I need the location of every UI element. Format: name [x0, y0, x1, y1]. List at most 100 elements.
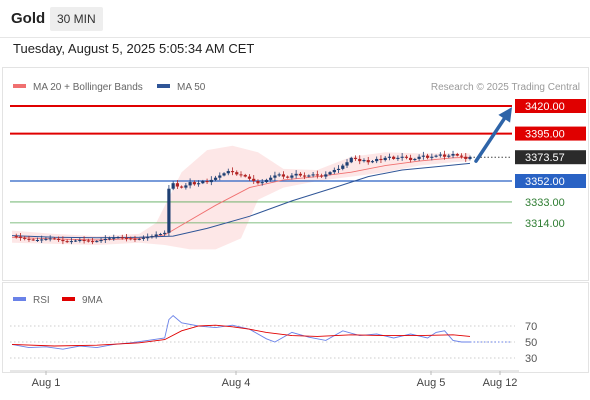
candle-45: [201, 179, 205, 185]
level-label-3: 3333.00: [525, 197, 565, 209]
candle-67: [294, 170, 298, 179]
candle-38: [171, 181, 175, 191]
candle-25: [116, 236, 120, 239]
candle-91: [396, 155, 400, 161]
rsi-ma-line: [11, 324, 471, 347]
candle-body: [146, 237, 150, 239]
candle-55: [243, 173, 247, 178]
level-label-box: [515, 99, 586, 113]
legend-item-0: MA 20 + Bollinger Bands: [13, 82, 143, 93]
candle-body: [18, 236, 23, 238]
rsi-tick-label: 70: [525, 321, 537, 333]
candle-93: [404, 154, 408, 160]
candle-body: [218, 175, 222, 178]
candle-52: [230, 167, 235, 176]
candle-61: [269, 175, 273, 182]
rsi-tick-label: 30: [525, 353, 537, 365]
candle-9: [48, 235, 52, 242]
level-label-0: 3420.00: [515, 99, 586, 113]
candle-body: [341, 165, 345, 169]
candle-13: [65, 239, 69, 244]
time-tick-label: Aug 1: [32, 377, 61, 389]
bollinger-band-area: [12, 145, 470, 250]
candle-body: [358, 158, 362, 162]
candle-33: [150, 234, 154, 239]
candle-body: [235, 172, 239, 175]
level-label-text: 3333.00: [525, 197, 565, 209]
candle-22: [103, 235, 107, 244]
candle-body: [370, 161, 375, 163]
candle-body: [315, 174, 319, 176]
last-price-text: 3373.57: [525, 152, 565, 164]
price-levels: [10, 105, 512, 224]
bollinger-bands: [12, 145, 470, 250]
candle-6: [35, 237, 40, 242]
candle-body: [328, 172, 332, 175]
candle-body: [400, 156, 404, 158]
candle-23: [107, 236, 112, 241]
candle-body: [409, 157, 413, 161]
candle-body: [90, 241, 95, 243]
time-tick-label: Aug 4: [222, 377, 251, 389]
candle-body: [252, 178, 256, 181]
candle-35: [158, 232, 163, 236]
forecast-arrow: [474, 107, 512, 163]
candle-body: [78, 240, 82, 242]
candle-body: [447, 155, 451, 157]
candle-body: [277, 174, 281, 176]
candle-body: [112, 237, 116, 239]
candle-106: [459, 153, 464, 159]
candle-body: [375, 158, 379, 162]
candle-54: [239, 171, 243, 178]
candle-body: [103, 238, 107, 241]
candle-body: [269, 177, 273, 180]
timeframe-badge[interactable]: 30 MIN: [50, 7, 103, 31]
candle-66: [290, 173, 294, 180]
forecast-arrow-shaft: [474, 111, 510, 163]
candle-76: [332, 167, 336, 175]
moving-averages: [11, 156, 471, 241]
candle-body: [442, 154, 447, 157]
candle-89: [387, 153, 392, 161]
candle-body: [324, 174, 328, 177]
level-label-1: 3395.00: [515, 126, 586, 141]
time-tick-label: Aug 12: [483, 377, 518, 389]
level-label-text: 3395.00: [525, 129, 565, 141]
candle-75: [328, 171, 332, 176]
candlesticks: [14, 150, 472, 245]
candle-body: [417, 156, 421, 159]
candle-28: [129, 236, 133, 241]
candle-72: [315, 170, 319, 179]
datetime-label: Tuesday, August 5, 2025 5:05:34 AM CET: [13, 41, 255, 56]
candle-body: [23, 237, 27, 239]
rsi-legend: RSI 9MA: [13, 295, 103, 306]
candle-body: [230, 171, 235, 173]
rsi-legend-swatch: [62, 297, 75, 301]
candle-body: [430, 156, 434, 158]
candle-body: [31, 239, 35, 241]
level-label-box: [515, 174, 586, 188]
candle-body: [120, 237, 124, 239]
candle-body: [332, 169, 336, 173]
candle-96: [417, 154, 421, 161]
candle-44: [196, 180, 201, 187]
candle-74: [324, 171, 328, 180]
candle-body: [57, 238, 61, 241]
legend-label: MA 50: [177, 82, 206, 93]
candle-body: [307, 175, 311, 177]
candle-46: [205, 178, 209, 185]
candle-body: [421, 155, 425, 157]
candle-body: [294, 173, 298, 176]
candle-21: [99, 237, 103, 244]
candle-73: [319, 173, 324, 178]
candle-40: [180, 185, 184, 189]
candle-body: [14, 236, 18, 238]
candle-body: [27, 238, 31, 240]
candle-51: [226, 168, 230, 176]
candle-body: [74, 240, 78, 242]
rsi-legend-label: RSI: [33, 295, 50, 306]
candle-68: [298, 172, 302, 177]
time-axis: Aug 1 Aug 4 Aug 5 Aug 12: [10, 370, 519, 389]
candle-body: [158, 233, 163, 235]
rsi-legend-item-0: RSI: [13, 295, 50, 306]
